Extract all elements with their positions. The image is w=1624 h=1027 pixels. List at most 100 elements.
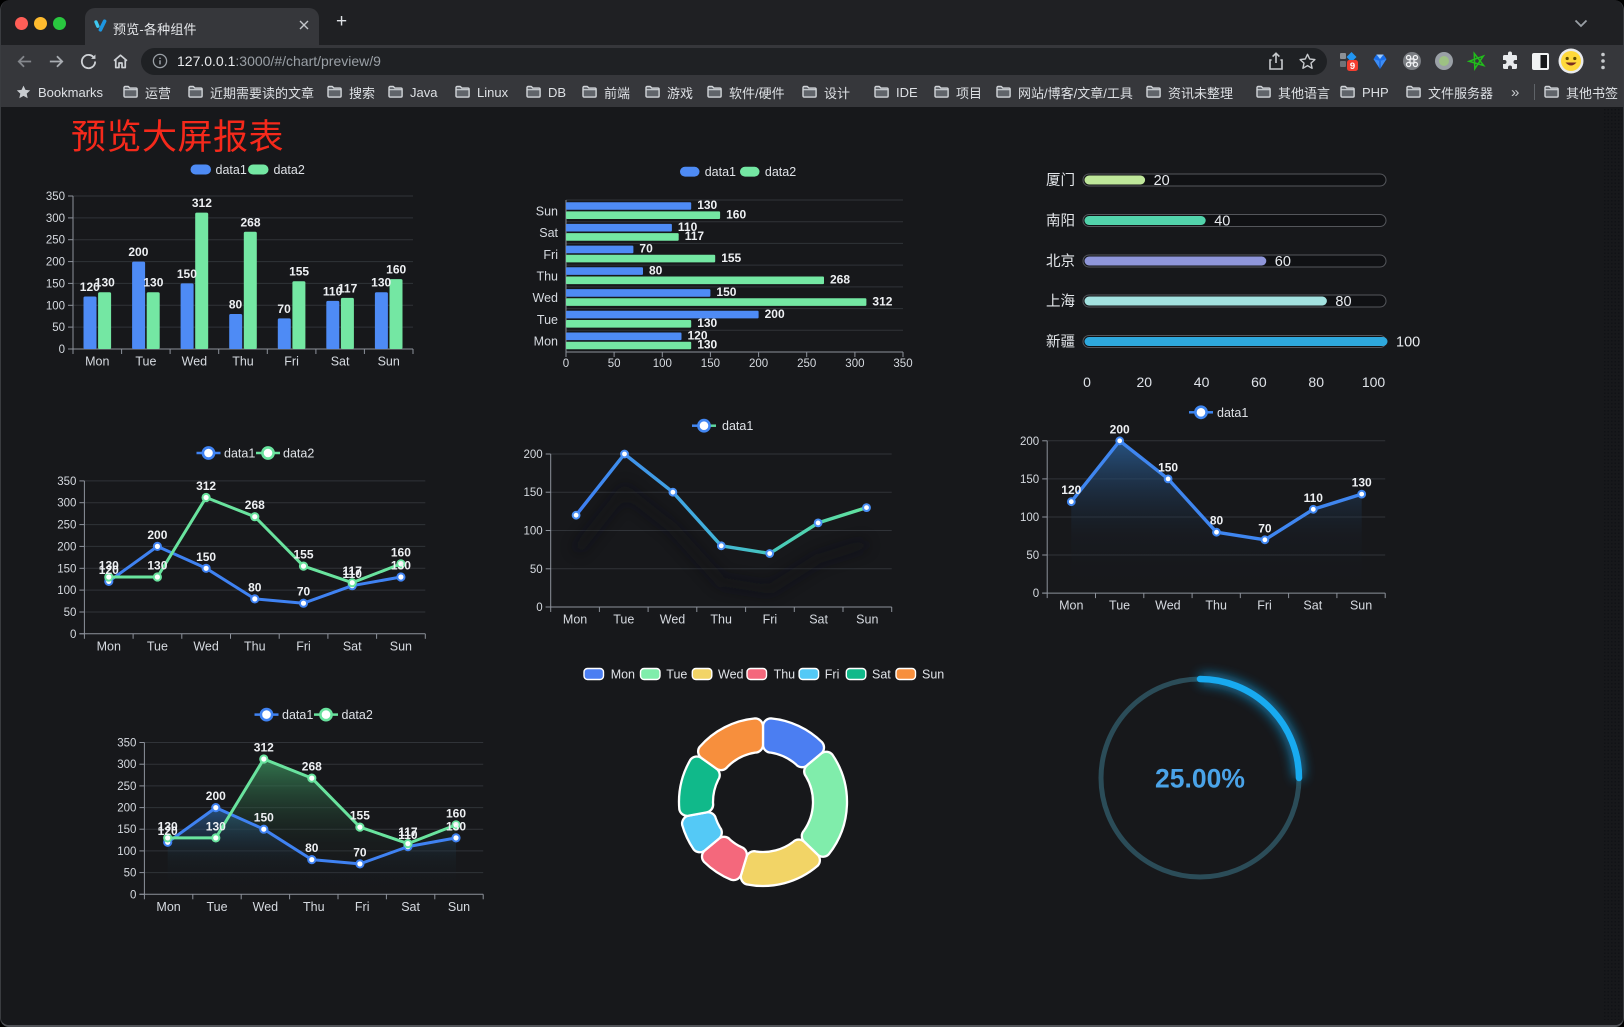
svg-text:80: 80 (305, 841, 319, 855)
svg-text:80: 80 (649, 263, 663, 277)
svg-text:130: 130 (158, 819, 178, 833)
svg-text:160: 160 (726, 207, 746, 221)
svg-text:350: 350 (46, 191, 65, 203)
svg-text:155: 155 (721, 251, 741, 265)
svg-text:200: 200 (117, 803, 136, 815)
svg-text:200: 200 (147, 528, 167, 542)
svg-text:Thu: Thu (232, 355, 254, 369)
svg-text:Tue: Tue (613, 613, 634, 627)
svg-text:155: 155 (289, 265, 309, 279)
svg-text:0: 0 (1083, 374, 1091, 390)
svg-text:Sun: Sun (378, 355, 400, 369)
svg-text:Wed: Wed (1155, 599, 1181, 613)
svg-text:Sat: Sat (1303, 599, 1322, 613)
svg-text:Tue: Tue (666, 668, 687, 682)
svg-text:0: 0 (536, 602, 542, 614)
svg-text:350: 350 (117, 738, 136, 750)
svg-text:Sun: Sun (1350, 599, 1372, 613)
svg-text:data1: data1 (216, 163, 247, 177)
svg-text:268: 268 (830, 273, 850, 287)
svg-text:Sat: Sat (539, 226, 558, 240)
svg-text:117: 117 (338, 281, 358, 295)
svg-text:Sun: Sun (536, 204, 558, 218)
svg-text:9: 9 (1350, 61, 1355, 72)
svg-text:80: 80 (229, 298, 243, 312)
svg-text:50: 50 (530, 564, 543, 576)
svg-text:data2: data2 (765, 165, 796, 179)
svg-text:200: 200 (206, 789, 226, 803)
svg-text:50: 50 (52, 322, 65, 334)
svg-text:Sun: Sun (390, 639, 412, 653)
svg-text:155: 155 (293, 548, 313, 562)
svg-text:25.00%: 25.00% (1155, 764, 1245, 794)
svg-text:Sat: Sat (809, 613, 828, 627)
svg-text:120: 120 (1061, 483, 1081, 497)
svg-text:70: 70 (297, 585, 311, 599)
svg-text:200: 200 (128, 245, 148, 259)
svg-text:160: 160 (446, 806, 466, 820)
svg-text:Tue: Tue (135, 355, 156, 369)
svg-text:200: 200 (1020, 436, 1039, 448)
svg-text:Sat: Sat (872, 668, 891, 682)
svg-text:0: 0 (59, 344, 65, 356)
svg-text:Sun: Sun (856, 613, 878, 627)
svg-text:data2: data2 (274, 163, 305, 177)
svg-text:80: 80 (1210, 514, 1224, 528)
svg-text:150: 150 (701, 358, 720, 370)
svg-text:Mon: Mon (85, 355, 109, 369)
svg-text:data1: data1 (282, 708, 313, 722)
svg-text:100: 100 (1020, 512, 1039, 524)
svg-text:110: 110 (678, 220, 698, 234)
svg-text:350: 350 (57, 476, 76, 488)
svg-text:Thu: Thu (1205, 599, 1227, 613)
svg-text:0: 0 (130, 889, 136, 901)
svg-text:上海: 上海 (1046, 293, 1075, 310)
svg-text:200: 200 (57, 541, 76, 553)
svg-text:250: 250 (797, 358, 816, 370)
svg-text:250: 250 (46, 235, 65, 247)
svg-text:110: 110 (323, 284, 343, 298)
svg-text:110: 110 (1304, 491, 1324, 505)
svg-text:312: 312 (196, 479, 216, 493)
svg-text:130: 130 (446, 819, 466, 833)
svg-text:Mon: Mon (534, 335, 558, 349)
svg-text:Thu: Thu (244, 639, 266, 653)
svg-text:150: 150 (46, 278, 65, 290)
svg-text:300: 300 (117, 759, 136, 771)
svg-text:150: 150 (254, 811, 274, 825)
svg-text:300: 300 (845, 358, 864, 370)
svg-text:Fri: Fri (543, 248, 558, 262)
svg-text:Fri: Fri (296, 639, 311, 653)
svg-text:Wed: Wed (253, 900, 279, 914)
svg-text:Sun: Sun (448, 900, 470, 914)
svg-text:312: 312 (254, 741, 274, 755)
svg-text:Fri: Fri (355, 900, 370, 914)
svg-text:150: 150 (716, 285, 736, 299)
svg-text:250: 250 (57, 520, 76, 532)
svg-text:110: 110 (343, 567, 363, 581)
svg-text:150: 150 (1020, 474, 1039, 486)
svg-text:70: 70 (1258, 521, 1272, 535)
svg-text:Tue: Tue (147, 639, 168, 653)
svg-text:120: 120 (80, 280, 100, 294)
svg-text:Wed: Wed (660, 613, 686, 627)
svg-text:0: 0 (70, 629, 76, 641)
svg-text:Sun: Sun (922, 668, 944, 682)
svg-text:data2: data2 (283, 447, 314, 461)
svg-text:Wed: Wed (718, 668, 744, 682)
svg-text:70: 70 (353, 845, 367, 859)
svg-text:40: 40 (1214, 214, 1230, 230)
svg-text:Fri: Fri (1257, 599, 1272, 613)
svg-text:150: 150 (1158, 460, 1178, 474)
svg-text:50: 50 (64, 607, 77, 619)
svg-text:130: 130 (697, 316, 717, 330)
svg-text:130: 130 (206, 819, 226, 833)
svg-text:130: 130 (697, 198, 717, 212)
svg-text:Mon: Mon (611, 668, 635, 682)
svg-text:300: 300 (57, 498, 76, 510)
svg-text:150: 150 (196, 550, 216, 564)
svg-text:data1: data1 (722, 419, 753, 433)
svg-text:Thu: Thu (710, 613, 732, 627)
svg-text:Thu: Thu (536, 270, 558, 284)
svg-text:50: 50 (124, 868, 137, 880)
